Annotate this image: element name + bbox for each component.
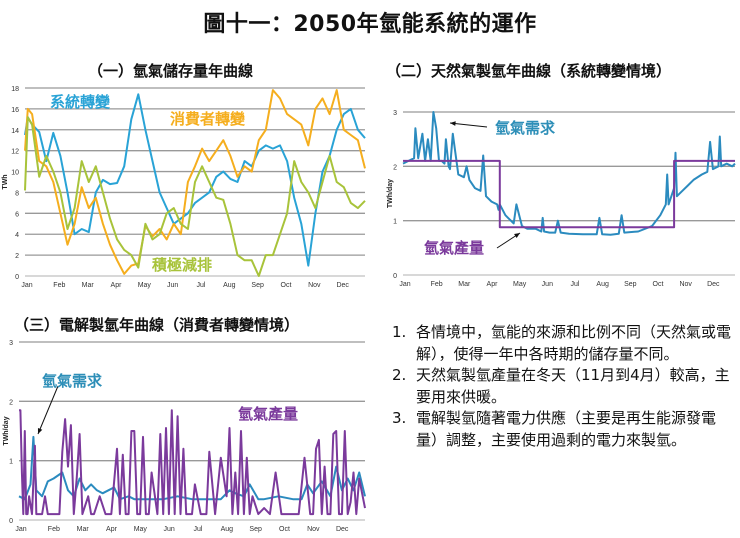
svg-text:Mar: Mar bbox=[77, 526, 90, 533]
svg-text:3: 3 bbox=[393, 110, 397, 117]
svg-text:2: 2 bbox=[393, 164, 397, 171]
svg-text:Jun: Jun bbox=[542, 281, 553, 288]
svg-text:2: 2 bbox=[15, 253, 19, 260]
svg-text:12: 12 bbox=[11, 149, 19, 156]
svg-text:Apr: Apr bbox=[111, 282, 123, 289]
svg-text:4: 4 bbox=[15, 232, 19, 239]
svg-text:Sep: Sep bbox=[251, 282, 264, 289]
svg-text:TWh: TWh bbox=[2, 174, 9, 189]
svg-text:Apr: Apr bbox=[487, 281, 499, 288]
svg-text:Jan: Jan bbox=[21, 282, 32, 289]
svg-text:Sep: Sep bbox=[249, 526, 262, 533]
svg-text:May: May bbox=[134, 526, 148, 533]
svg-text:Dec: Dec bbox=[336, 526, 349, 533]
svg-text:Jul: Jul bbox=[194, 526, 203, 533]
svg-text:16: 16 bbox=[11, 107, 19, 114]
svg-text:Nov: Nov bbox=[679, 281, 692, 288]
svg-text:Dec: Dec bbox=[336, 282, 349, 289]
svg-text:Feb: Feb bbox=[431, 281, 443, 288]
svg-text:Jan: Jan bbox=[399, 281, 410, 288]
svg-text:Aug: Aug bbox=[221, 526, 234, 533]
notes-list: 1. 各情境中，氫能的來源和比例不同（天然氣或電解），使得一年中各時期的儲存量不… bbox=[392, 322, 737, 451]
note-item: 2. 天然氣製氫產量在冬天（11月到4月）較高，主要用來供暖。 bbox=[392, 366, 730, 406]
svg-text:10: 10 bbox=[11, 170, 19, 177]
svg-text:Jan: Jan bbox=[15, 526, 26, 533]
svg-text:Jun: Jun bbox=[167, 282, 178, 289]
svg-text:1: 1 bbox=[393, 219, 397, 226]
label-aggressive-reduction: 積極減排 bbox=[152, 256, 213, 274]
svg-text:14: 14 bbox=[11, 128, 19, 135]
label-chart2-production: 氫氣產量 bbox=[424, 239, 485, 257]
svg-text:Dec: Dec bbox=[707, 281, 720, 288]
label-system-transition: 系統轉變 bbox=[50, 93, 111, 111]
chart2-title: （二）天然氣製氫年曲線（系統轉變情境） bbox=[386, 62, 672, 80]
svg-text:Oct: Oct bbox=[279, 526, 290, 533]
svg-text:Oct: Oct bbox=[653, 281, 664, 288]
svg-text:18: 18 bbox=[11, 86, 19, 93]
svg-text:0: 0 bbox=[9, 518, 13, 525]
chart3-title: （三）電解製氫年曲線（消費者轉變情境） bbox=[14, 316, 300, 334]
svg-text:1: 1 bbox=[9, 459, 13, 466]
svg-text:May: May bbox=[513, 281, 527, 288]
svg-text:Feb: Feb bbox=[48, 526, 60, 533]
svg-text:6: 6 bbox=[15, 211, 19, 218]
svg-text:May: May bbox=[138, 282, 152, 289]
svg-text:2: 2 bbox=[9, 399, 13, 406]
svg-text:Jul: Jul bbox=[571, 281, 580, 288]
svg-text:TWh/day: TWh/day bbox=[387, 179, 394, 208]
svg-text:Oct: Oct bbox=[281, 282, 292, 289]
note-item: 3. 電解製氫隨著電力供應（主要是再生能源發電量）調整，主要使用過剩的電力來製氫… bbox=[392, 409, 717, 449]
svg-text:8: 8 bbox=[15, 190, 19, 197]
label-consumer-transition: 消費者轉變 bbox=[170, 110, 246, 128]
svg-text:Aug: Aug bbox=[596, 281, 609, 288]
svg-text:0: 0 bbox=[393, 273, 397, 280]
svg-text:TWh/day: TWh/day bbox=[3, 416, 10, 445]
svg-text:Mar: Mar bbox=[458, 281, 471, 288]
svg-text:Jul: Jul bbox=[197, 282, 206, 289]
svg-text:3: 3 bbox=[9, 340, 13, 347]
label-chart3-demand: 氫氣需求 bbox=[42, 372, 103, 390]
page-title: 圖十一：2050年氫能系統的運作 bbox=[203, 12, 537, 37]
svg-text:Nov: Nov bbox=[307, 526, 320, 533]
svg-text:Sep: Sep bbox=[624, 281, 637, 288]
label-chart3-production: 氫氣產量 bbox=[238, 405, 299, 423]
note-item: 1. 各情境中，氫能的來源和比例不同（天然氣或電解），使得一年中各時期的儲存量不… bbox=[392, 323, 732, 363]
svg-text:Apr: Apr bbox=[106, 526, 118, 533]
label-chart2-demand: 氫氣需求 bbox=[495, 119, 556, 137]
svg-text:Aug: Aug bbox=[223, 282, 236, 289]
chart1-title: （一）氫氣儲存量年曲線 bbox=[88, 62, 254, 80]
svg-text:Mar: Mar bbox=[82, 282, 95, 289]
svg-text:Feb: Feb bbox=[53, 282, 65, 289]
svg-text:0: 0 bbox=[15, 274, 19, 281]
svg-text:Jun: Jun bbox=[164, 526, 175, 533]
svg-text:Nov: Nov bbox=[308, 282, 321, 289]
